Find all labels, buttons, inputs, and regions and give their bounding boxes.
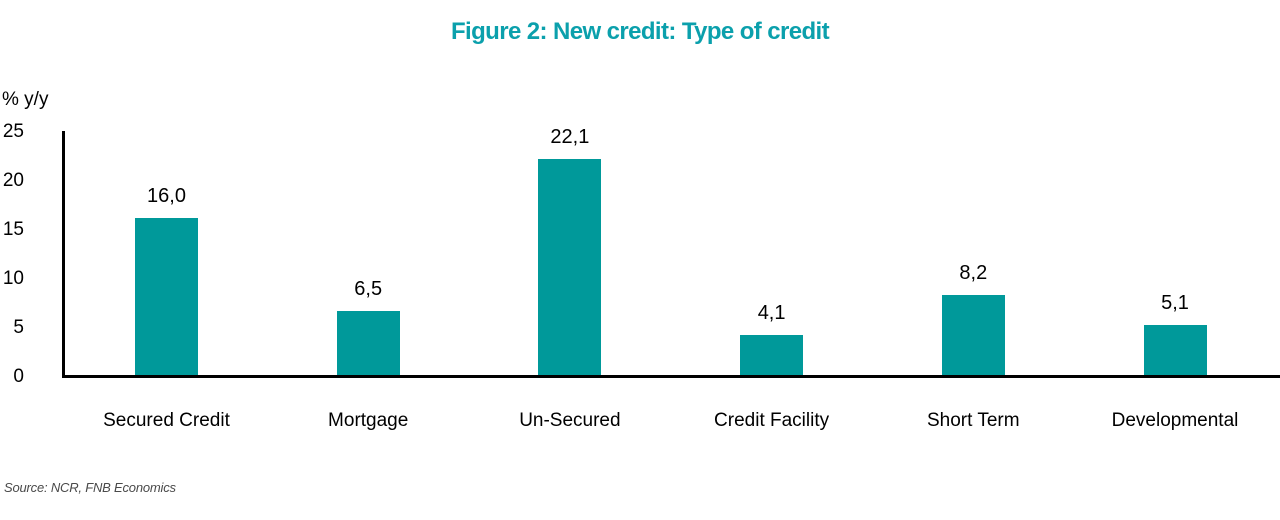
y-tick-label-20: 20 (2, 169, 24, 191)
category-label-short-term: Short Term (927, 410, 1020, 431)
value-label-secured-credit: 16,0 (147, 185, 186, 207)
value-label-short-term: 8,2 (959, 262, 988, 284)
value-label-developmental: 5,1 (1161, 292, 1189, 314)
bar-developmental (1143, 325, 1207, 375)
category-label-developmental: Developmental (1111, 410, 1239, 431)
y-tick-label-0: 0 (13, 365, 24, 387)
y-axis-unit-label: % y/y (2, 89, 49, 110)
category-label-mortgage: Mortgage (328, 410, 409, 431)
bar-credit-facility (740, 335, 804, 375)
y-tick-label-10: 10 (2, 267, 24, 289)
value-label-un-secured: 22,1 (550, 126, 590, 148)
bar-short-term (941, 295, 1005, 375)
chart-title: Figure 2: New credit: Type of credit (450, 18, 830, 45)
category-label-un-secured: Un-Secured (519, 410, 621, 431)
category-label-credit-facility: Credit Facility (714, 410, 830, 431)
x-axis-line (62, 375, 1280, 378)
category-label-secured-credit: Secured Credit (103, 410, 230, 431)
value-label-mortgage: 6,5 (354, 278, 383, 300)
value-label-credit-facility: 4,1 (757, 302, 786, 324)
y-tick-label-5: 5 (13, 316, 24, 338)
bar-un-secured (538, 159, 602, 375)
bar-secured-credit (135, 218, 198, 375)
y-tick-label-15: 15 (2, 218, 24, 240)
bar-mortgage (336, 311, 400, 375)
y-tick-label-25: 25 (2, 120, 24, 142)
source-note: Source: NCR, FNB Economics (4, 480, 176, 495)
y-axis-line (62, 131, 65, 378)
